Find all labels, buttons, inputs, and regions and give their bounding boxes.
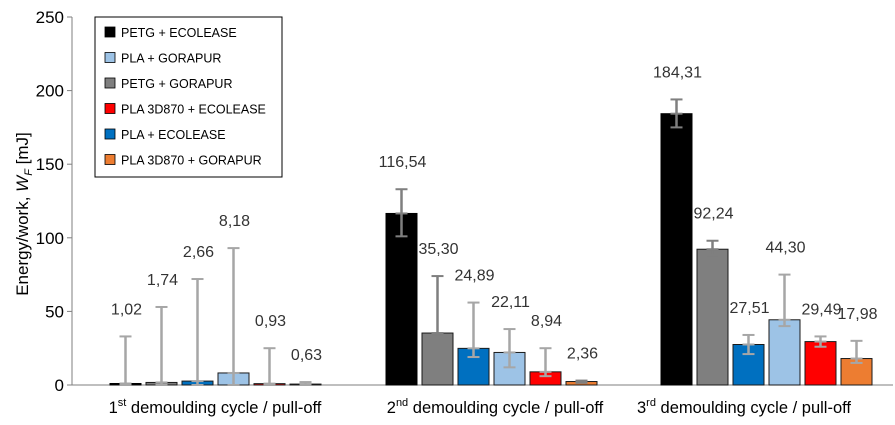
- legend-label: PETG + ECOLEASE: [121, 26, 237, 40]
- legend-swatch: [104, 154, 116, 165]
- bar: [804, 341, 837, 386]
- legend-label: PETG + GORAPUR: [121, 77, 232, 91]
- y-tick-label: 150: [36, 155, 64, 174]
- data-label: 2,66: [183, 244, 214, 261]
- data-label: 184,31: [653, 64, 702, 81]
- x-category-label: 3rd demoulding cycle / pull-off: [637, 397, 851, 417]
- x-category-text: demoulding cycle / pull-off: [126, 399, 321, 417]
- x-category-label: 1st demoulding cycle / pull-off: [109, 397, 322, 417]
- plot-area: 0 50 100 150 200 250 1,02 1,74 2,66 8,18 0,93 0,63 1…: [36, 8, 893, 417]
- y-axis-title-text: Energy/work,: [13, 192, 32, 296]
- data-label: 8,18: [219, 213, 250, 230]
- y-axis-title: Energy/work, WF [mJ]: [13, 132, 35, 296]
- legend-swatch: [104, 52, 116, 63]
- x-category-number: 3: [637, 399, 646, 417]
- bar: [660, 113, 693, 386]
- legend-swatch: [104, 128, 116, 140]
- data-label: 0,63: [291, 347, 322, 364]
- data-label: 35,30: [418, 241, 458, 258]
- x-category-text: demoulding cycle / pull-off: [656, 399, 851, 417]
- x-category-superscript: nd: [396, 397, 408, 409]
- bar: [696, 248, 729, 386]
- data-label: 1,02: [111, 301, 142, 318]
- x-category-superscript: rd: [646, 397, 656, 409]
- x-category-number: 1: [109, 399, 118, 417]
- x-category-text: demoulding cycle / pull-off: [408, 399, 603, 417]
- legend-box: [94, 16, 283, 178]
- legend-label: PLA 3D870 + ECOLEASE: [121, 103, 266, 117]
- bar: [768, 319, 801, 386]
- data-label: 92,24: [693, 206, 733, 223]
- y-axis-title-unit: [mJ]: [13, 132, 32, 169]
- bar: [421, 332, 454, 386]
- legend-label: PLA + GORAPUR: [121, 52, 221, 66]
- legend-swatch: [104, 103, 116, 114]
- x-category-label: 2nd demoulding cycle / pull-off: [387, 397, 604, 417]
- legend-label: PLA + ECOLEASE: [121, 128, 226, 142]
- data-label: 24,89: [454, 268, 494, 285]
- data-label: 27,51: [729, 300, 769, 317]
- data-label: 2,36: [567, 346, 598, 363]
- x-category-number: 2: [387, 399, 396, 417]
- legend-label: PLA 3D870 + GORAPUR: [121, 154, 262, 168]
- y-axis-title-symbol: W: [13, 174, 32, 192]
- legend-swatch: [104, 77, 116, 89]
- data-label: 29,49: [801, 301, 841, 318]
- y-tick-label: 100: [36, 229, 64, 248]
- y-tick-label: 0: [55, 376, 64, 395]
- data-label: 17,98: [837, 306, 877, 323]
- y-tick-label: 50: [45, 302, 64, 321]
- bar: [385, 212, 418, 386]
- data-label: 44,30: [765, 240, 805, 257]
- data-label: 22,11: [491, 294, 530, 311]
- y-tick-label: 200: [36, 82, 64, 101]
- data-label: 116,54: [379, 154, 427, 171]
- data-label: 0,93: [255, 313, 286, 330]
- x-category-superscript: st: [118, 397, 127, 409]
- data-label: 8,94: [531, 313, 562, 330]
- y-axis-title-subscript: F: [23, 168, 35, 176]
- data-label: 1,74: [147, 272, 178, 289]
- legend: PETG + ECOLEASE PLA + GORAPUR PETG + GORAP…: [94, 16, 283, 178]
- y-tick-label: 250: [36, 8, 64, 27]
- legend-swatch: [104, 26, 116, 38]
